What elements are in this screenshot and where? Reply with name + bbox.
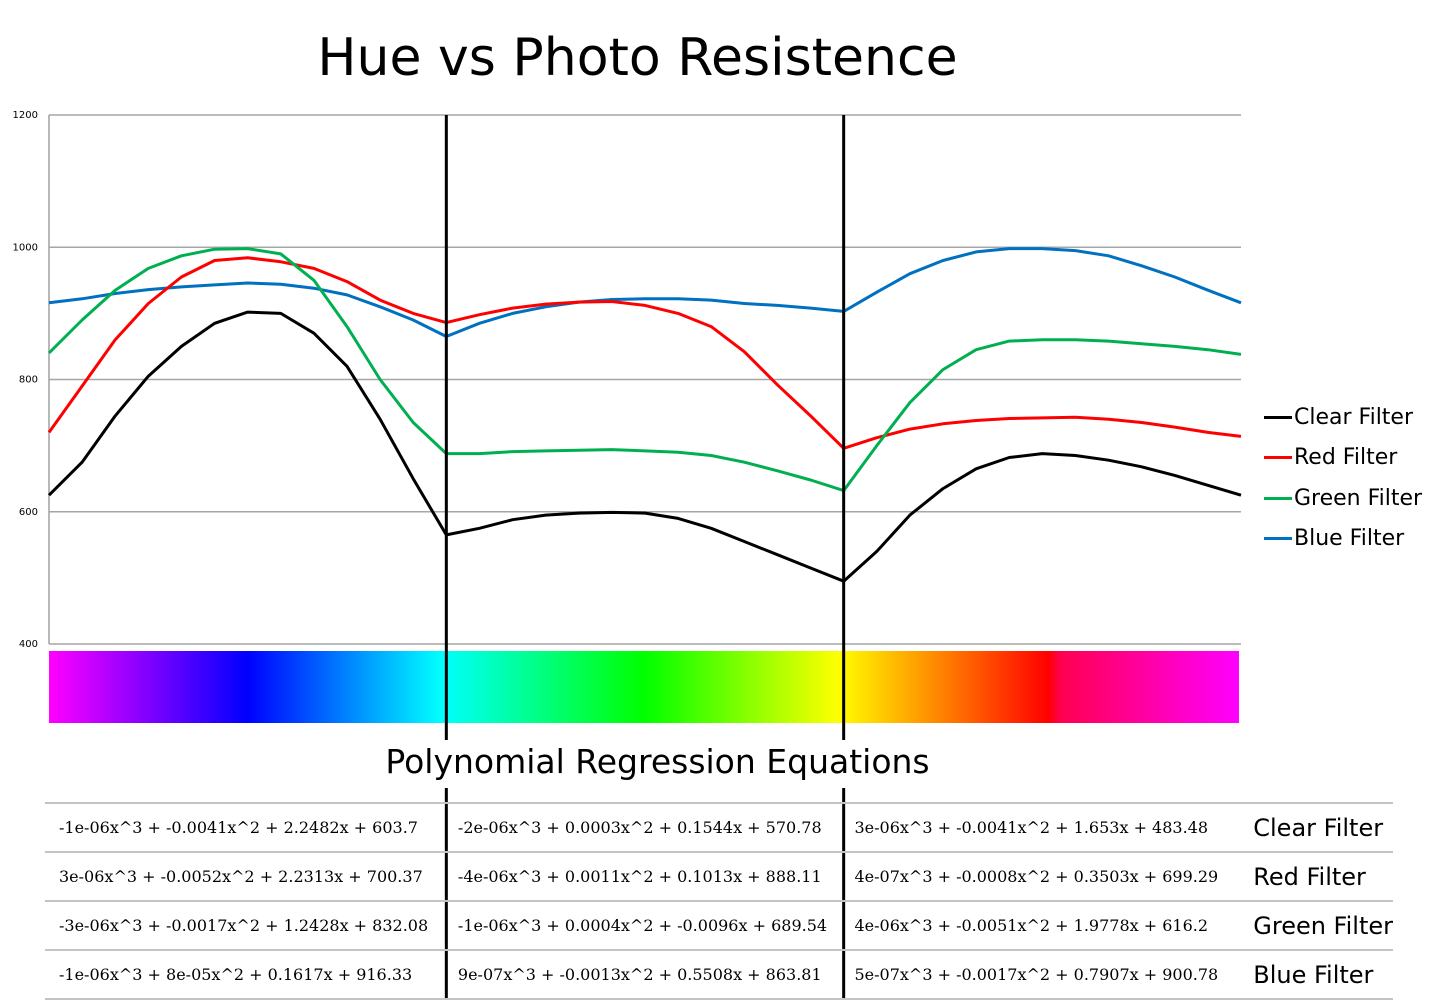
equation-cell: 4e-07x^3 + -0.0008x^2 + 0.3503x + 699.29 <box>840 852 1252 902</box>
equation-cell: 9e-07x^3 + -0.0013x^2 + 0.5508x + 863.81 <box>443 950 841 1000</box>
regression-row-clear: -1e-06x^3 + -0.0041x^2 + 2.2482x + 603.7… <box>45 802 1393 853</box>
y-tick-label: 400 <box>19 639 38 650</box>
equation-cell: -3e-06x^3 + -0.0017x^2 + 1.2428x + 832.0… <box>45 901 444 951</box>
legend-item-red: Red Filter <box>1264 438 1422 479</box>
equation-cell: -1e-06x^3 + 0.0004x^2 + -0.0096x + 689.5… <box>443 901 841 951</box>
legend-label-red: Red Filter <box>1294 445 1398 471</box>
series-line-blue-filter <box>48 247 1242 338</box>
legend-label-green: Green Filter <box>1294 485 1423 511</box>
series-line-green-filter <box>47 247 1242 493</box>
legend-item-green: Green Filter <box>1264 478 1422 519</box>
legend-item-clear: Clear Filter <box>1264 397 1422 438</box>
y-tick-label: 600 <box>19 507 38 518</box>
row-label: Blue Filter <box>1251 950 1393 1000</box>
legend-swatch-red <box>1264 456 1292 460</box>
legend-label-clear: Clear Filter <box>1294 404 1414 430</box>
legend-swatch-clear <box>1264 415 1292 419</box>
row-label: Red Filter <box>1251 852 1393 902</box>
regression-row-blue: -1e-06x^3 + 8e-05x^2 + 0.1617x + 916.33 … <box>45 950 1393 1000</box>
row-label: Green Filter <box>1251 901 1393 951</box>
legend: Clear Filter Red Filter Green Filter Blu… <box>1264 397 1422 559</box>
regression-table: -1e-06x^3 + -0.0041x^2 + 2.2482x + 603.7… <box>45 802 1393 1000</box>
regression-row-red: 3e-06x^3 + -0.0052x^2 + 2.2313x + 700.37… <box>45 852 1393 902</box>
equation-cell: 4e-06x^3 + -0.0051x^2 + 1.9778x + 616.2 <box>840 901 1252 951</box>
regression-title: Polynomial Regression Equations <box>385 742 930 781</box>
series-line-red-filter <box>47 256 1242 450</box>
equation-cell: 3e-06x^3 + -0.0041x^2 + 1.653x + 483.48 <box>840 802 1252 853</box>
hue-spectrum-bar <box>49 651 1239 723</box>
row-label: Clear Filter <box>1251 802 1393 853</box>
equation-cell: 3e-06x^3 + -0.0052x^2 + 2.2313x + 700.37 <box>45 852 444 902</box>
equation-cell: -2e-06x^3 + 0.0003x^2 + 0.1544x + 570.78 <box>443 802 841 853</box>
equation-cell: -1e-06x^3 + -0.0041x^2 + 2.2482x + 603.7 <box>45 802 444 853</box>
legend-item-blue: Blue Filter <box>1264 519 1422 560</box>
equation-cell: 5e-07x^3 + -0.0017x^2 + 0.7907x + 900.78 <box>840 950 1252 1000</box>
regression-row-green: -3e-06x^3 + -0.0017x^2 + 1.2428x + 832.0… <box>45 901 1393 951</box>
y-tick-label: 800 <box>19 375 38 386</box>
legend-label-blue: Blue Filter <box>1294 526 1405 552</box>
legend-swatch-blue <box>1264 537 1292 541</box>
legend-swatch-green <box>1264 496 1292 500</box>
y-tick-label: 1200 <box>13 110 38 121</box>
series-line-clear-filter <box>47 310 1242 583</box>
equation-cell: -1e-06x^3 + 8e-05x^2 + 0.1617x + 916.33 <box>45 950 444 1000</box>
y-tick-label: 1000 <box>13 242 38 253</box>
equation-cell: -4e-06x^3 + 0.0011x^2 + 0.1013x + 888.11 <box>443 852 841 902</box>
chart-title: Hue vs Photo Resistence <box>317 28 958 88</box>
